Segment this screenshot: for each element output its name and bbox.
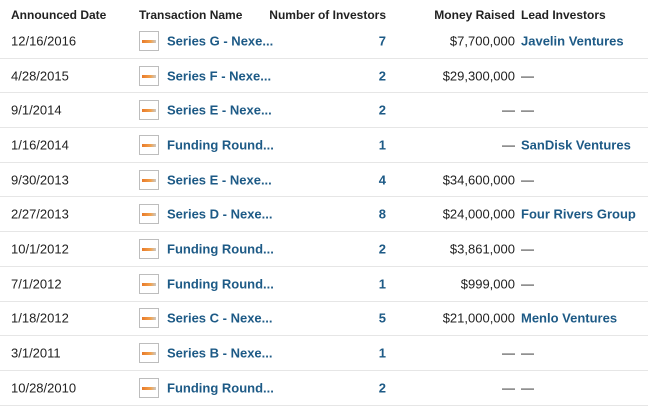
money-raised: $34,600,000: [442, 172, 515, 188]
table-row: 7/1/2012 Funding Round... 1 $999,000 —: [0, 267, 648, 302]
table-row: 3/1/2011 Series B - Nexe... 1 — —: [0, 336, 648, 371]
money-raised: $29,300,000: [442, 68, 515, 84]
number-of-investors-link[interactable]: 4: [378, 172, 386, 188]
announced-date: 1/18/2012: [11, 310, 69, 326]
transaction-name-link[interactable]: Series E - Nexe...: [167, 172, 272, 188]
lead-investor: —: [521, 276, 534, 292]
company-logo-icon[interactable]: [139, 377, 159, 398]
money-raised: $24,000,000: [442, 206, 515, 222]
table-row: 9/30/2013 Series E - Nexe... 4 $34,600,0…: [0, 163, 648, 198]
header-announced-date[interactable]: Announced Date: [11, 8, 107, 22]
lead-investor-link[interactable]: SanDisk Ventures: [521, 137, 631, 153]
table-header: Announced Date Transaction Name Number o…: [0, 0, 648, 24]
announced-date: 2/27/2013: [11, 206, 69, 222]
announced-date: 1/16/2014: [11, 137, 69, 153]
company-logo-icon[interactable]: [139, 134, 159, 155]
money-raised: $3,861,000: [449, 241, 515, 257]
announced-date: 10/1/2012: [11, 241, 69, 257]
number-of-investors-link[interactable]: 8: [378, 206, 386, 222]
transaction-name-link[interactable]: Series F - Nexe...: [167, 68, 272, 84]
money-raised: —: [502, 345, 515, 361]
transaction-name-link[interactable]: Funding Round...: [167, 276, 274, 292]
company-logo-icon[interactable]: [139, 204, 159, 225]
lead-investor: —: [521, 102, 534, 118]
header-transaction-name[interactable]: Transaction Name: [139, 8, 243, 22]
company-logo-icon[interactable]: [139, 308, 159, 329]
transaction-name-link[interactable]: Series E - Nexe...: [167, 102, 272, 118]
table-row: 2/27/2013 Series D - Nexe... 8 $24,000,0…: [0, 197, 648, 233]
money-raised: —: [502, 380, 515, 396]
table-row: 1/18/2012 Series C - Nexe... 5 $21,000,0…: [0, 302, 648, 337]
company-logo-icon[interactable]: [139, 273, 159, 294]
lead-investor: —: [521, 68, 534, 84]
announced-date: 9/1/2014: [11, 102, 62, 118]
lead-investor-link[interactable]: Four Rivers Group: [521, 206, 636, 222]
table-row: 10/28/2010 Funding Round... 2 — —: [0, 371, 648, 406]
lead-investor: —: [521, 345, 534, 361]
announced-date: 12/16/2016: [11, 33, 77, 49]
money-raised: $7,700,000: [449, 33, 515, 49]
number-of-investors-link[interactable]: 1: [378, 345, 386, 361]
header-number-of-investors[interactable]: Number of Investors: [269, 8, 386, 22]
transaction-name-link[interactable]: Series B - Nexe...: [167, 345, 273, 361]
number-of-investors-link[interactable]: 5: [378, 310, 386, 326]
announced-date: 4/28/2015: [11, 68, 69, 84]
number-of-investors-link[interactable]: 7: [378, 33, 386, 49]
announced-date: 9/30/2013: [11, 172, 69, 188]
header-lead-investors[interactable]: Lead Investors: [521, 8, 606, 22]
number-of-investors-link[interactable]: 1: [378, 276, 386, 292]
table-row: 1/16/2014 Funding Round... 1 — SanDisk V…: [0, 128, 648, 163]
lead-investor: —: [521, 380, 534, 396]
money-raised: —: [502, 102, 515, 118]
number-of-investors-link[interactable]: 2: [378, 241, 386, 257]
announced-date: 10/28/2010: [11, 380, 77, 396]
lead-investor: —: [521, 172, 534, 188]
announced-date: 3/1/2011: [11, 345, 61, 361]
company-logo-icon[interactable]: [139, 65, 159, 86]
table-row: 9/1/2014 Series E - Nexe... 2 — —: [0, 93, 648, 129]
table-row: 4/28/2015 Series F - Nexe... 2 $29,300,0…: [0, 59, 648, 94]
transaction-name-link[interactable]: Series D - Nexe...: [167, 206, 273, 222]
lead-investor: —: [521, 241, 534, 257]
lead-investor-link[interactable]: Menlo Ventures: [521, 310, 618, 326]
header-money-raised[interactable]: Money Raised: [434, 8, 515, 22]
number-of-investors-link[interactable]: 2: [378, 102, 386, 118]
company-logo-icon[interactable]: [139, 30, 159, 51]
transaction-name-link[interactable]: Funding Round...: [167, 137, 274, 153]
company-logo-icon[interactable]: [139, 169, 159, 190]
number-of-investors-link[interactable]: 2: [378, 380, 386, 396]
table-row: 10/1/2012 Funding Round... 2 $3,861,000 …: [0, 232, 648, 267]
number-of-investors-link[interactable]: 2: [378, 68, 386, 84]
transaction-name-link[interactable]: Series G - Nexe...: [167, 33, 274, 49]
announced-date: 7/1/2012: [11, 276, 62, 292]
money-raised: $21,000,000: [442, 310, 515, 326]
number-of-investors-link[interactable]: 1: [378, 137, 386, 153]
company-logo-icon[interactable]: [139, 343, 159, 364]
table-row: 12/16/2016 Series G - Nexe... 7 $7,700,0…: [0, 24, 648, 59]
table-body: 12/16/2016 Series G - Nexe... 7 $7,700,0…: [0, 24, 648, 406]
company-logo-icon[interactable]: [139, 100, 159, 121]
company-logo-icon[interactable]: [139, 238, 159, 259]
transaction-name-link[interactable]: Series C - Nexe...: [167, 310, 273, 326]
transaction-name-link[interactable]: Funding Round...: [167, 241, 274, 257]
lead-investor-link[interactable]: Javelin Ventures: [521, 33, 624, 49]
money-raised: $999,000: [460, 276, 515, 292]
money-raised: —: [502, 137, 515, 153]
transaction-name-link[interactable]: Funding Round...: [167, 380, 274, 396]
